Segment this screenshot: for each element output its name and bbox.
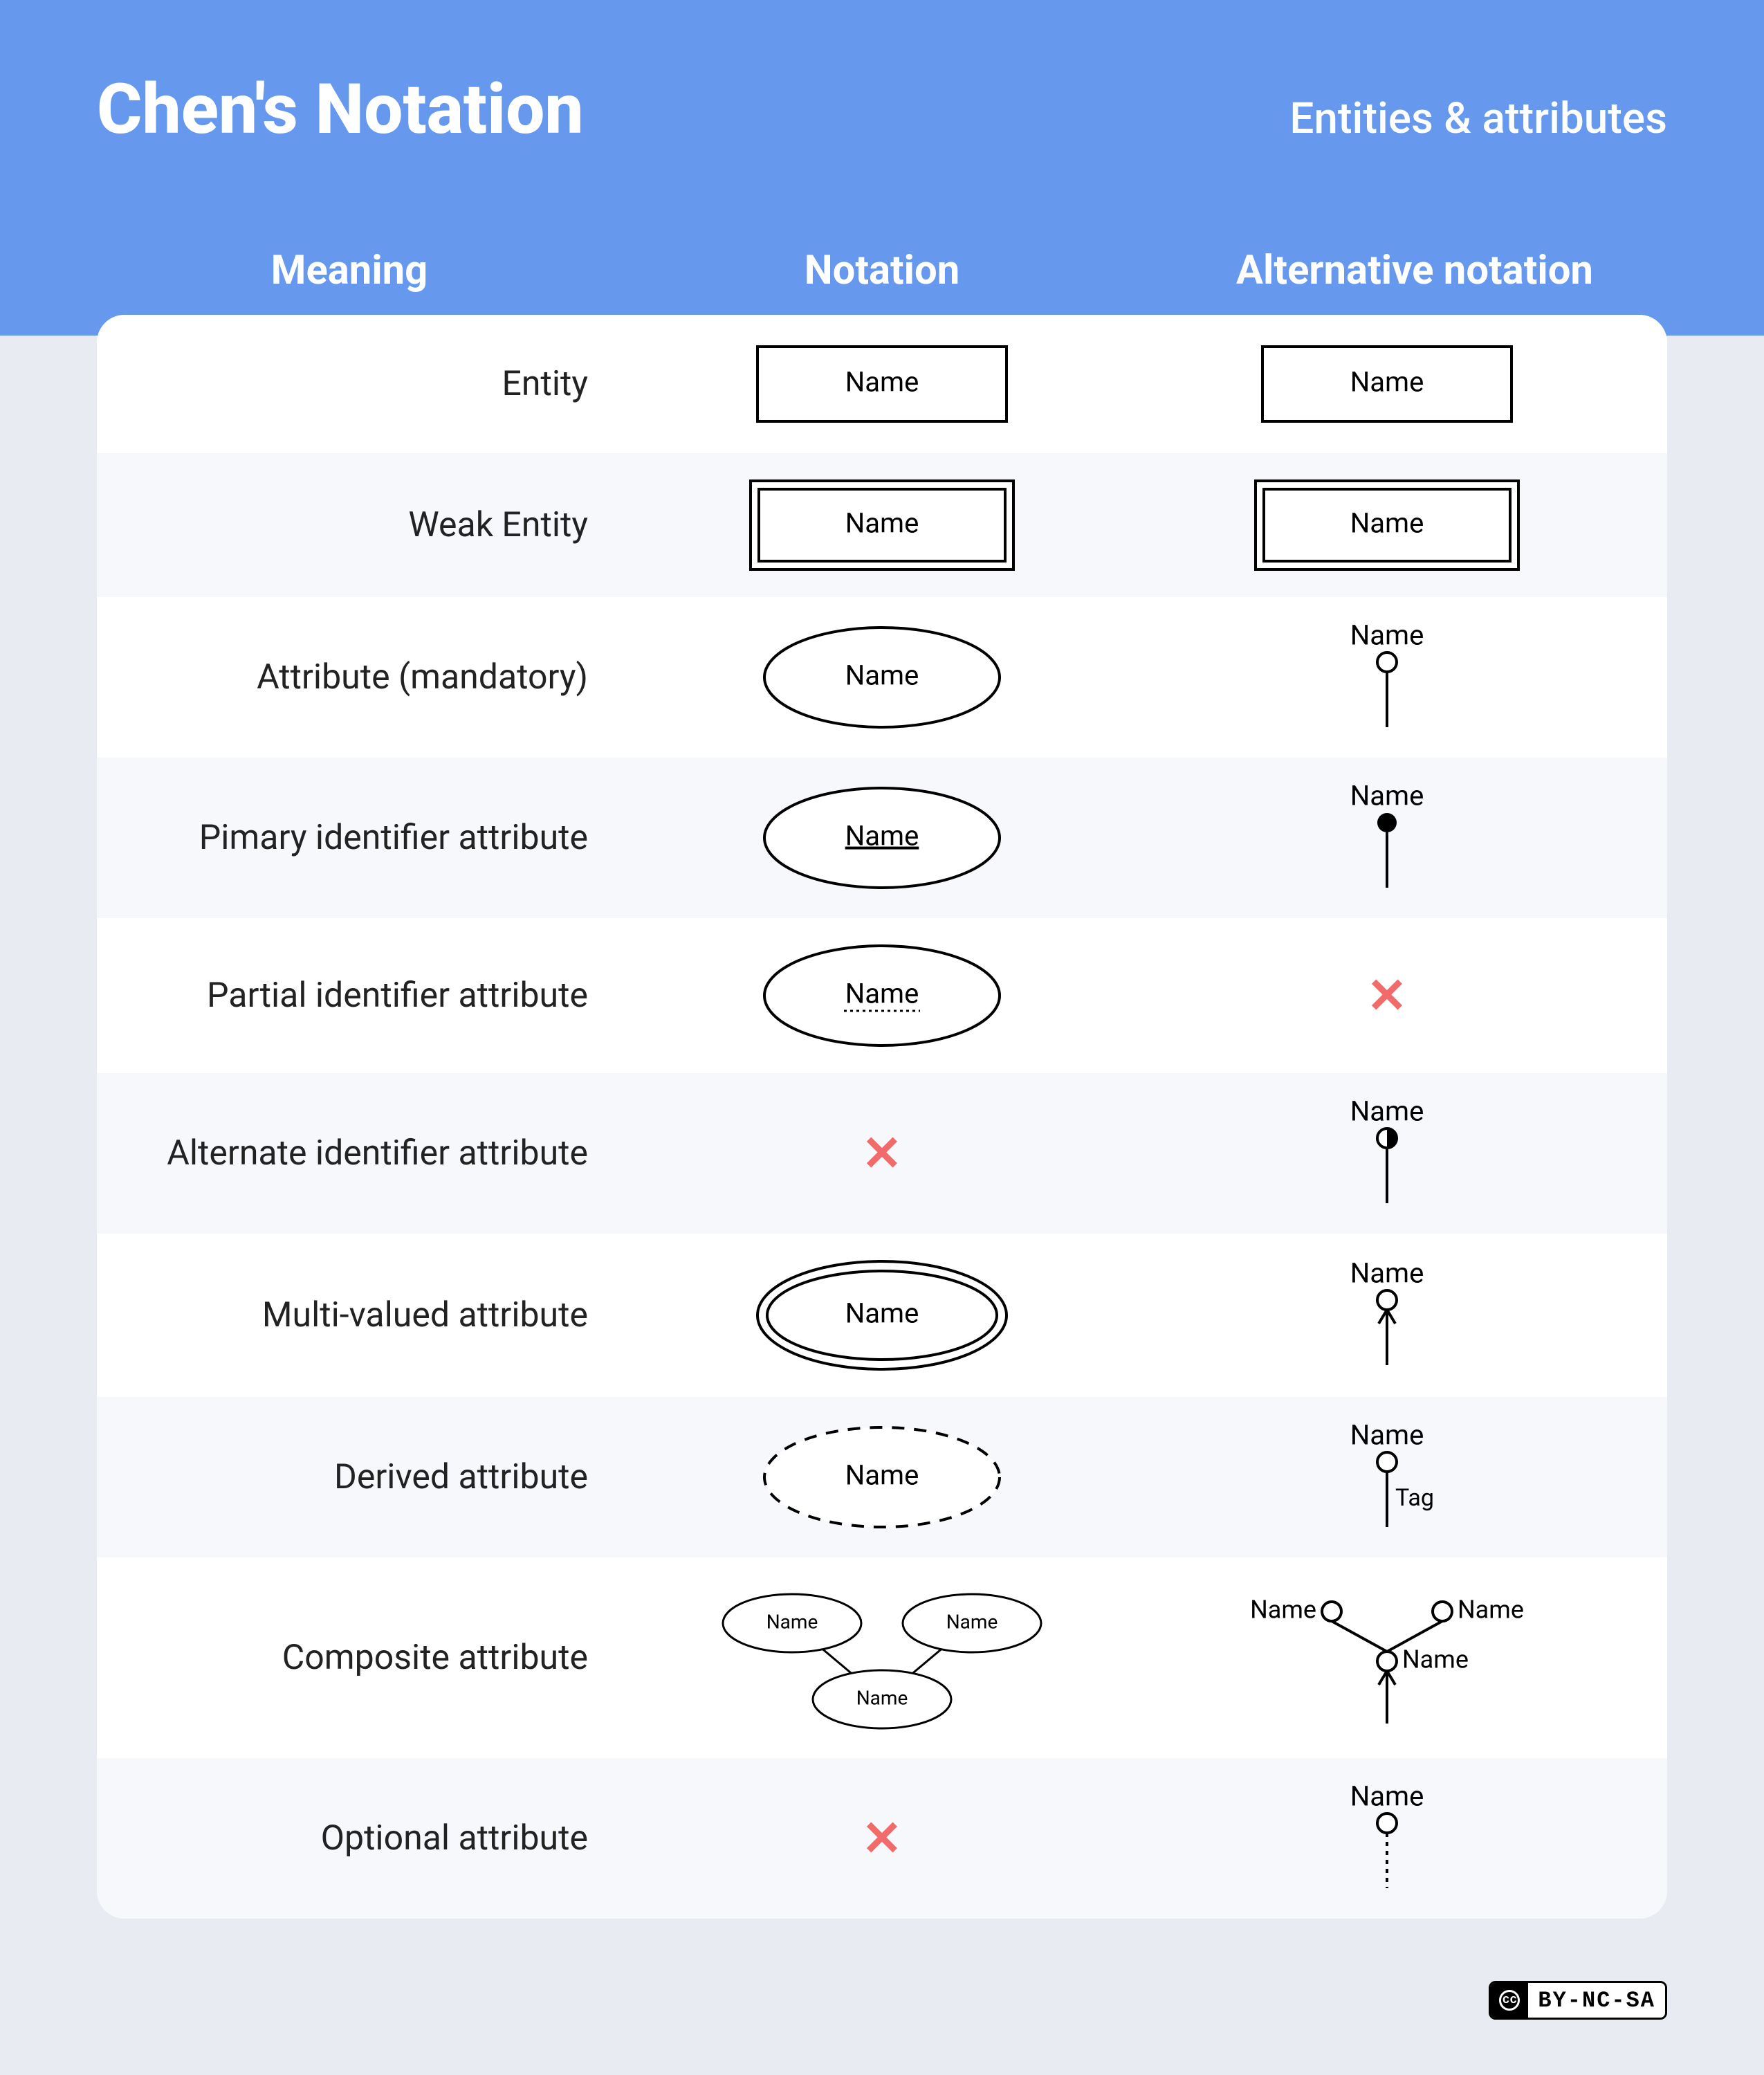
meaning-label: Entity bbox=[125, 364, 630, 404]
svg-text:Name: Name bbox=[845, 366, 919, 399]
notation-cell: Name bbox=[630, 340, 1134, 428]
svg-text:Name: Name bbox=[845, 1297, 919, 1330]
notation-cell: Name bbox=[630, 939, 1134, 1052]
absent-icon: ✕ bbox=[862, 1125, 903, 1182]
alt-notation-cell: Name Name Name bbox=[1134, 1578, 1639, 1737]
col-alt-notation: Alternative notation bbox=[1162, 247, 1667, 294]
alt-notation-cell: Name bbox=[1134, 474, 1639, 576]
alt-notation-cell: ✕ bbox=[1134, 967, 1639, 1025]
svg-text:Name: Name bbox=[1350, 1419, 1424, 1452]
svg-text:Name: Name bbox=[1350, 1257, 1424, 1290]
svg-text:Name: Name bbox=[766, 1610, 818, 1633]
table-row: Attribute (mandatory) Name Name bbox=[97, 597, 1667, 758]
meaning-label: Alternate identifier attribute bbox=[125, 1133, 630, 1173]
table-row: Alternate identifier attribute ✕ Name bbox=[97, 1073, 1667, 1234]
table-row: Weak Entity Name Name bbox=[97, 453, 1667, 597]
table-row: Multi-valued attribute Name Name bbox=[97, 1234, 1667, 1397]
column-headers: Meaning Notation Alternative notation bbox=[97, 247, 1667, 294]
table-row: Pimary identifier attribute Name Name bbox=[97, 758, 1667, 918]
alt-notation-cell: Name bbox=[1134, 618, 1639, 737]
svg-text:Name: Name bbox=[845, 659, 919, 692]
cc-circle-icon: cc bbox=[1499, 1990, 1520, 2011]
svg-text:Name: Name bbox=[1350, 1095, 1424, 1128]
absent-icon: ✕ bbox=[862, 1810, 903, 1867]
table-row: Entity Name Name bbox=[97, 315, 1667, 453]
svg-text:Name: Name bbox=[1350, 619, 1424, 652]
svg-text:Name: Name bbox=[1350, 1780, 1424, 1813]
meaning-label: Partial identifier attribute bbox=[125, 976, 630, 1016]
col-notation: Notation bbox=[630, 247, 1134, 294]
alt-notation-cell: Name bbox=[1134, 1094, 1639, 1213]
notation-cell: Name bbox=[630, 1254, 1134, 1376]
meaning-label: Weak Entity bbox=[125, 505, 630, 545]
page-subtitle: Entities & attributes bbox=[1289, 93, 1667, 144]
svg-text:Name: Name bbox=[856, 1686, 908, 1709]
table-row: Derived attribute Name Name Tag bbox=[97, 1397, 1667, 1557]
table-row: Composite attributeNameNameNameNameNameN… bbox=[97, 1557, 1667, 1758]
table-row: Partial identifier attribute Name ✕ bbox=[97, 918, 1667, 1073]
alt-notation-cell: Name bbox=[1134, 340, 1639, 428]
notation-cell: Name Name Name bbox=[630, 1582, 1134, 1734]
alt-notation-cell: Name bbox=[1134, 1779, 1639, 1898]
meaning-label: Composite attribute bbox=[125, 1638, 630, 1678]
absent-icon: ✕ bbox=[1367, 967, 1408, 1025]
header-top: Chen's Notation Entities & attributes bbox=[97, 69, 1667, 150]
meaning-label: Optional attribute bbox=[125, 1818, 630, 1858]
meaning-label: Pimary identifier attribute bbox=[125, 818, 630, 858]
table-row: Optional attribute ✕ Name bbox=[97, 1758, 1667, 1919]
header: Chen's Notation Entities & attributes Me… bbox=[0, 0, 1764, 336]
license-terms: BY-NC-SA bbox=[1528, 1983, 1665, 2018]
svg-text:Tag: Tag bbox=[1395, 1484, 1434, 1512]
svg-text:Name: Name bbox=[845, 978, 919, 1010]
svg-text:Name: Name bbox=[845, 507, 919, 540]
alt-notation-cell: Name bbox=[1134, 778, 1639, 897]
svg-text:Name: Name bbox=[845, 1459, 919, 1492]
alt-notation-cell: Name Tag bbox=[1134, 1418, 1639, 1537]
notation-cell: ✕ bbox=[630, 1125, 1134, 1182]
notation-cell: ✕ bbox=[630, 1810, 1134, 1867]
svg-text:Name: Name bbox=[845, 820, 919, 852]
svg-text:Name: Name bbox=[1350, 507, 1424, 540]
notation-cell: Name bbox=[630, 781, 1134, 895]
svg-text:Name: Name bbox=[1402, 1645, 1469, 1674]
license: cc BY-NC-SA bbox=[0, 1981, 1667, 2020]
meaning-label: Attribute (mandatory) bbox=[125, 657, 630, 697]
svg-text:Name: Name bbox=[1350, 780, 1424, 812]
cc-icon: cc bbox=[1491, 1983, 1528, 2018]
page-title: Chen's Notation bbox=[97, 69, 584, 150]
alt-notation-cell: Name bbox=[1134, 1256, 1639, 1375]
notation-table: EntityNameNameWeak EntityNameNameAttribu… bbox=[97, 315, 1667, 1919]
notation-cell: Name bbox=[630, 474, 1134, 576]
license-badge: cc BY-NC-SA bbox=[1489, 1981, 1667, 2020]
notation-cell: Name bbox=[630, 1420, 1134, 1534]
col-meaning: Meaning bbox=[97, 247, 602, 294]
svg-text:Name: Name bbox=[1350, 366, 1424, 399]
meaning-label: Derived attribute bbox=[125, 1457, 630, 1497]
svg-text:Name: Name bbox=[1458, 1596, 1524, 1625]
meaning-label: Multi-valued attribute bbox=[125, 1295, 630, 1335]
notation-cell: Name bbox=[630, 621, 1134, 734]
svg-text:Name: Name bbox=[1250, 1596, 1316, 1625]
svg-text:Name: Name bbox=[946, 1610, 998, 1633]
